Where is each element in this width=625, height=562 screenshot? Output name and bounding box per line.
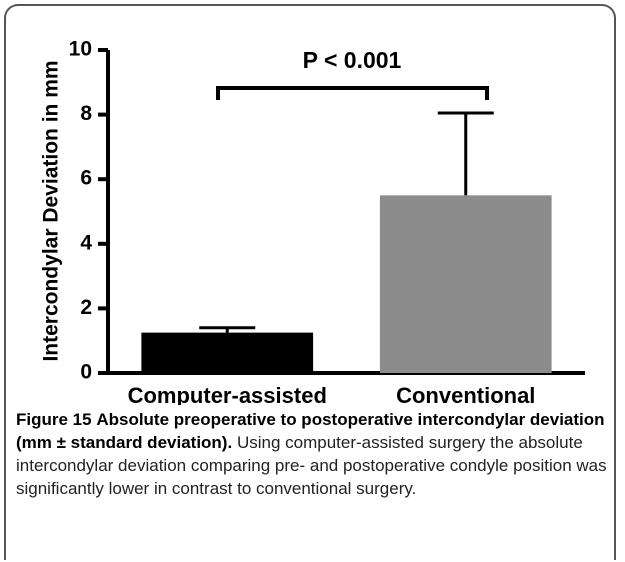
significance-bracket: [216, 86, 489, 100]
caption-label: Figure 15: [16, 410, 92, 429]
y-tick-label: 10: [69, 38, 92, 61]
y-tick-label: 2: [80, 296, 92, 319]
caption: Figure 15 Absolute preoperative to posto…: [16, 408, 616, 500]
y-axis-label: Intercondylar Deviation in mm: [40, 60, 63, 361]
frame: [4, 4, 616, 560]
chart: Intercondylar Deviation in mm P < 0.001 …: [40, 38, 585, 405]
y-tick-label: 0: [80, 361, 92, 384]
x-tick-label: Conventional: [396, 383, 535, 405]
caption-title: Absolute preoperative to postoperative i…: [16, 410, 605, 452]
x-tick-label: Computer-assisted: [128, 383, 327, 405]
y-tick-label: 6: [80, 167, 92, 190]
caption-text: Using computer-assisted surgery the abso…: [16, 433, 607, 498]
y-tick-label: 4: [80, 231, 92, 254]
bar: [379, 195, 552, 373]
annotation: P < 0.001: [303, 47, 402, 73]
y-tick-label: 8: [80, 102, 92, 125]
bar: [141, 332, 314, 373]
